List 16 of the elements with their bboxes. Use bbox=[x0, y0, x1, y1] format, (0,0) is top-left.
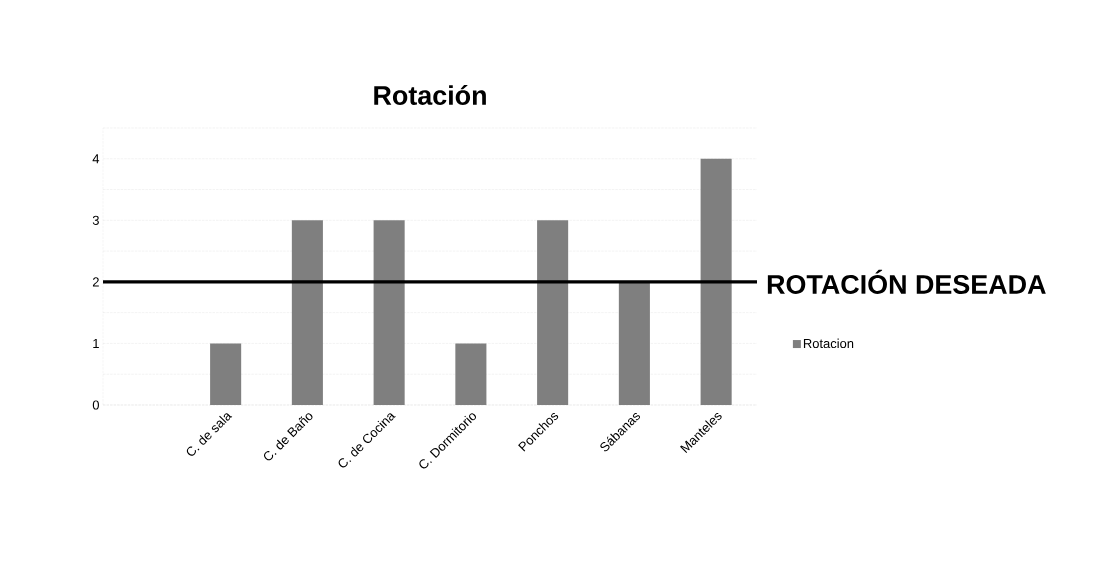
y-tick-label: 1 bbox=[93, 338, 99, 348]
legend-label: Rotacion bbox=[803, 338, 854, 349]
x-tick-label: C. de sala bbox=[186, 413, 233, 456]
chart-title: Rotación bbox=[374, 84, 486, 105]
bar bbox=[373, 220, 405, 405]
bar bbox=[618, 281, 650, 405]
ref-line-label: ROTACIÓN DESEADA bbox=[767, 269, 1046, 294]
y-tick-label: 3 bbox=[92, 215, 99, 225]
y-tick-label: 4 bbox=[92, 154, 100, 164]
y-tick-label: 0 bbox=[92, 400, 99, 410]
bar bbox=[455, 343, 487, 405]
bar bbox=[537, 220, 569, 405]
y-tick-label: 2 bbox=[92, 277, 99, 287]
bar bbox=[700, 158, 732, 405]
bar bbox=[291, 220, 323, 405]
bar bbox=[210, 343, 242, 405]
